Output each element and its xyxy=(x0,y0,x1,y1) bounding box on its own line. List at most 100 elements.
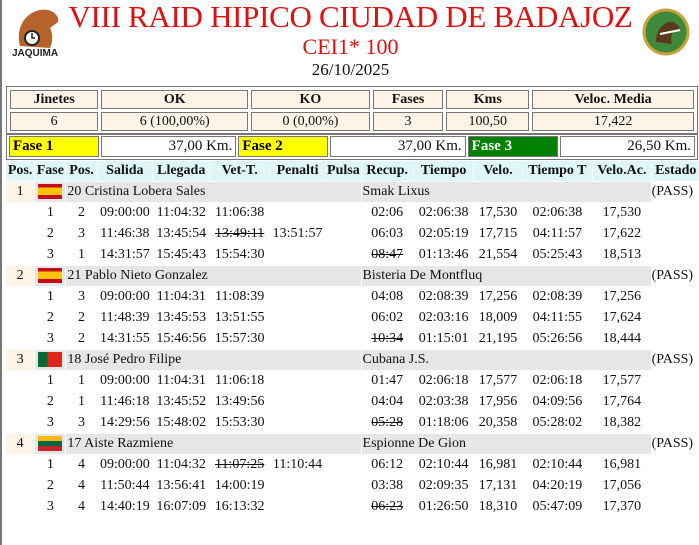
rider-row[interactable]: 4 17 Aiste Razmiene Espionne De Gion (PASS) xyxy=(6,434,699,454)
recovery-time: 06:02 xyxy=(371,310,404,325)
empty-cell xyxy=(652,203,699,223)
vet-time: 16:13:32 xyxy=(214,499,265,514)
vet-time: 11:06:18 xyxy=(215,373,265,388)
phase-time: 01:13:46 xyxy=(418,247,469,262)
column-header[interactable]: Pulsa xyxy=(326,161,361,181)
recovery-time: 02:06 xyxy=(371,205,404,220)
arrival-time: 15:45:43 xyxy=(156,247,207,262)
empty-cell xyxy=(6,392,34,412)
rider-row[interactable]: 2 21 Pablo Nieto Gonzalez Bisteria De Mont… xyxy=(6,266,699,286)
column-header[interactable]: Pos. xyxy=(6,161,35,181)
phase-number: 3 xyxy=(46,331,54,346)
start-time: 09:00:00 xyxy=(99,289,150,304)
phase-row: 1 3 09:00:00 11:04:31 11:08:39 04:08 02:08:39 1… xyxy=(6,287,699,307)
empty-cell xyxy=(6,308,34,328)
column-header[interactable]: Pos. xyxy=(66,161,97,181)
rider-row[interactable]: 1 20 Cristina Lobera Sales Smak Lixus (PASS… xyxy=(6,182,699,202)
phase-label: Fase 3 xyxy=(467,136,558,157)
total-time: 02:08:39 xyxy=(532,289,583,304)
arrival-time: 11:04:31 xyxy=(156,373,206,388)
phase-speed: 17,956 xyxy=(478,394,518,409)
empty-cell xyxy=(652,287,699,307)
pulse xyxy=(326,245,360,265)
rider-position: 1 xyxy=(6,182,35,202)
arrival-time: 13:45:53 xyxy=(156,310,207,325)
spain-flag-icon xyxy=(38,184,63,200)
vet-time: 15:53:30 xyxy=(214,415,265,430)
page-header: JAQUIMA VIII RAID HIPICO CIUDAD DE BADAJ… xyxy=(2,0,699,86)
pulse xyxy=(326,476,360,496)
phase-number: 2 xyxy=(46,226,54,241)
vet-time: 13:51:55 xyxy=(214,310,265,325)
phase-time: 02:10:44 xyxy=(418,457,469,472)
column-header[interactable]: Velo.Ac. xyxy=(593,161,651,181)
horse-name: Espionne De Gion xyxy=(361,434,651,454)
phase-distances: Fase 1 37,00 Km. Fase 2 37,00 Km. Fase 3 26,5… xyxy=(6,133,698,160)
vet-time: 11:08:39 xyxy=(215,289,265,304)
recovery-time: 05:28 xyxy=(371,415,404,430)
phase-number: 3 xyxy=(46,247,54,262)
pulse xyxy=(326,224,360,244)
rider-status: (PASS) xyxy=(651,350,699,370)
total-time: 02:06:38 xyxy=(532,205,583,220)
rider-name: 18 José Pedro Filipe xyxy=(66,350,361,370)
phase-row: 3 2 14:31:55 15:46:56 15:57:30 10:34 01:15:01 2… xyxy=(6,329,699,349)
rider-row[interactable]: 3 18 José Pedro Filipe Cubana J.S. (PASS) xyxy=(6,350,699,370)
total-time: 05:28:02 xyxy=(532,415,583,430)
phase-time: 01:18:06 xyxy=(418,415,469,430)
phase-distance: 26,50 Km. xyxy=(559,136,695,157)
horse-name: Bisteria De Montfluq xyxy=(361,266,651,286)
start-time: 14:31:57 xyxy=(99,247,150,262)
phase-time: 02:09:35 xyxy=(418,478,469,493)
phase-time: 01:15:01 xyxy=(418,331,469,346)
column-header[interactable]: Velo. xyxy=(474,161,522,181)
total-time: 05:26:56 xyxy=(532,331,583,346)
event-date: 26/10/2025 xyxy=(311,60,390,79)
vet-time: 15:57:30 xyxy=(214,331,265,346)
start-time: 11:46:38 xyxy=(100,226,150,241)
phase-number: 1 xyxy=(46,373,54,388)
penalty-time xyxy=(270,392,325,412)
portugal-flag-icon xyxy=(38,352,63,368)
phase-position: 1 xyxy=(78,247,86,262)
recovery-time: 06:23 xyxy=(371,499,404,514)
recovery-time: 10:34 xyxy=(371,331,404,346)
total-time: 04:09:56 xyxy=(532,394,583,409)
total-time: 04:11:55 xyxy=(532,310,583,325)
empty-cell xyxy=(6,329,34,349)
phase-number: 1 xyxy=(46,457,54,472)
column-header[interactable]: Fase xyxy=(35,161,66,181)
stat-header: Kms xyxy=(446,90,530,109)
penalty-time xyxy=(270,329,325,349)
column-header[interactable]: Estado xyxy=(651,161,699,181)
svg-text:JAQUIMA: JAQUIMA xyxy=(12,48,58,58)
penalty-time: 11:10:44 xyxy=(272,457,323,472)
column-header[interactable]: Vet-T. xyxy=(210,161,269,181)
phase-number: 1 xyxy=(46,289,54,304)
column-header[interactable]: Penalti xyxy=(269,161,326,181)
empty-cell xyxy=(6,413,34,433)
arrival-time: 13:56:41 xyxy=(156,478,207,493)
total-time: 04:20:19 xyxy=(532,478,583,493)
column-header[interactable]: Llegada xyxy=(153,161,210,181)
event-category: CEI1* 100 xyxy=(302,34,399,59)
column-header[interactable]: Tiempo xyxy=(413,161,474,181)
horse-name: Cubana J.S. xyxy=(361,350,651,370)
rider-name: 21 Pablo Nieto Gonzalez xyxy=(66,266,361,286)
pulse xyxy=(326,329,360,349)
column-header[interactable]: Salida xyxy=(97,161,153,181)
vet-time: 11:06:38 xyxy=(215,205,265,220)
start-time: 11:50:44 xyxy=(100,478,150,493)
rider-status: (PASS) xyxy=(651,434,699,454)
phase-row: 2 4 11:50:44 13:56:41 14:00:19 03:38 02:09:35 1… xyxy=(6,476,699,496)
rider-status: (PASS) xyxy=(651,182,699,202)
column-header[interactable]: Tiempo T xyxy=(522,161,593,181)
empty-cell xyxy=(6,224,34,244)
phase-distance: 37,00 Km. xyxy=(330,136,466,157)
arrival-time: 13:45:54 xyxy=(156,226,207,241)
phase-position: 3 xyxy=(78,289,86,304)
phase-position: 3 xyxy=(78,415,86,430)
stat-header: Fases xyxy=(372,90,444,109)
column-header[interactable]: Recup. xyxy=(361,161,413,181)
arrival-time: 11:04:32 xyxy=(156,457,206,472)
